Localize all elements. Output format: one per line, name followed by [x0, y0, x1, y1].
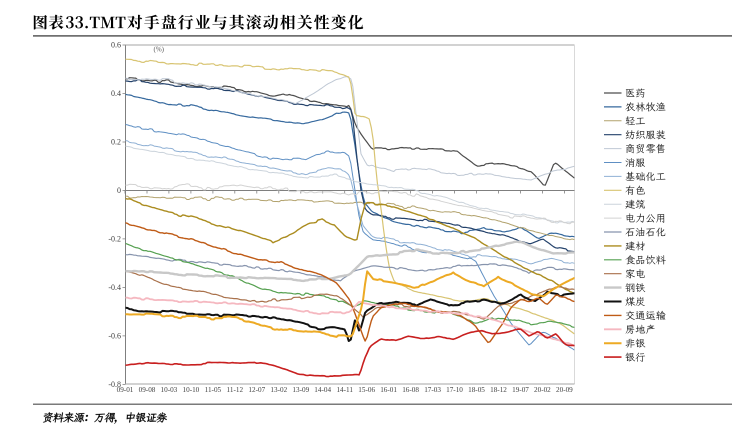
svg-text:0.4: 0.4	[111, 89, 121, 98]
svg-text:10-10: 10-10	[183, 386, 200, 394]
svg-text:-0.2: -0.2	[108, 235, 121, 244]
svg-text:16-01: 16-01	[380, 386, 397, 394]
svg-text:15-06: 15-06	[358, 386, 375, 394]
svg-text:20-02: 20-02	[534, 386, 551, 394]
svg-text:13-09: 13-09	[292, 386, 309, 394]
svg-text:-0.4: -0.4	[108, 283, 121, 292]
svg-text:(%): (%)	[154, 46, 165, 54]
svg-text:09-08: 09-08	[139, 386, 156, 394]
svg-text:0: 0	[117, 186, 121, 195]
svg-text:20-09: 20-09	[556, 386, 573, 394]
svg-text:17-10: 17-10	[446, 386, 463, 394]
svg-text:11-12: 11-12	[227, 386, 244, 394]
svg-text:17-03: 17-03	[424, 386, 441, 394]
svg-text:14-04: 14-04	[314, 386, 331, 394]
svg-text:0.6: 0.6	[111, 41, 121, 50]
svg-text:18-12: 18-12	[490, 386, 507, 394]
svg-text:18-05: 18-05	[468, 386, 485, 394]
svg-text:-0.8: -0.8	[108, 380, 121, 389]
svg-text:-0.6: -0.6	[108, 332, 121, 341]
svg-text:09-01: 09-01	[117, 386, 134, 394]
svg-text:14-11: 14-11	[336, 386, 353, 394]
svg-text:13-02: 13-02	[270, 386, 287, 394]
svg-text:10-03: 10-03	[161, 386, 178, 394]
svg-text:19-07: 19-07	[512, 386, 529, 394]
svg-text:12-07: 12-07	[248, 386, 265, 394]
svg-text:0.2: 0.2	[111, 138, 121, 147]
svg-text:11-05: 11-05	[205, 386, 222, 394]
svg-text:16-08: 16-08	[402, 386, 419, 394]
